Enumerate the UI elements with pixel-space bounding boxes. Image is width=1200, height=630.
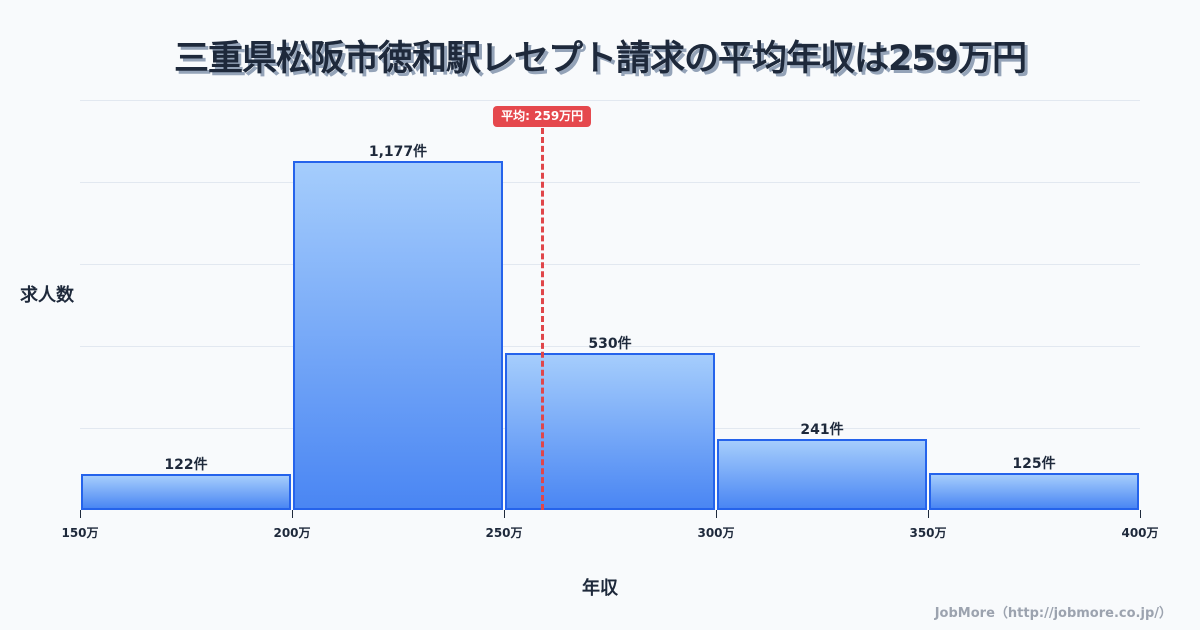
histogram-bar [929, 472, 1139, 510]
y-axis-label: 求人数 [20, 285, 74, 306]
histogram-bar [293, 161, 503, 510]
gridline [80, 100, 1140, 101]
credit-text: JobMore（http://jobmore.co.jp/） [934, 606, 1172, 621]
x-tick [80, 510, 81, 518]
x-tick [504, 510, 505, 518]
histogram-bar [717, 438, 927, 510]
x-tick-label: 400万 [1121, 526, 1159, 540]
gridline [80, 182, 1140, 183]
x-tick-label: 250万 [485, 526, 523, 540]
histogram-bar [505, 352, 715, 510]
x-axis-label: 年収 [582, 578, 618, 599]
mean-badge: 平均: 259万円 [493, 106, 592, 127]
x-tick-label: 150万 [61, 526, 99, 540]
x-tick-label: 350万 [909, 526, 947, 540]
bar-value-label: 530件 [588, 335, 632, 352]
x-tick [928, 510, 929, 518]
x-tick-label: 300万 [697, 526, 735, 540]
chart-title: 三重県松阪市徳和駅レセプト請求の平均年収は259万円 [173, 39, 1027, 79]
gridline [80, 264, 1140, 265]
bar-value-label: 241件 [800, 421, 844, 438]
plot-area: 122件 1,177件 530件 241件 125件 150万 200万 250万 300万 3… [61, 100, 1159, 540]
bar-value-label: 122件 [164, 456, 208, 473]
bar-value-label: 1,177件 [368, 144, 428, 161]
histogram-bar [81, 473, 291, 510]
x-tick [716, 510, 717, 518]
bar-value-label: 125件 [1012, 455, 1056, 472]
x-tick [1140, 510, 1141, 518]
x-tick [292, 510, 293, 518]
mean-line [540, 128, 544, 510]
gridline [80, 346, 1140, 347]
x-tick-label: 200万 [273, 526, 311, 540]
